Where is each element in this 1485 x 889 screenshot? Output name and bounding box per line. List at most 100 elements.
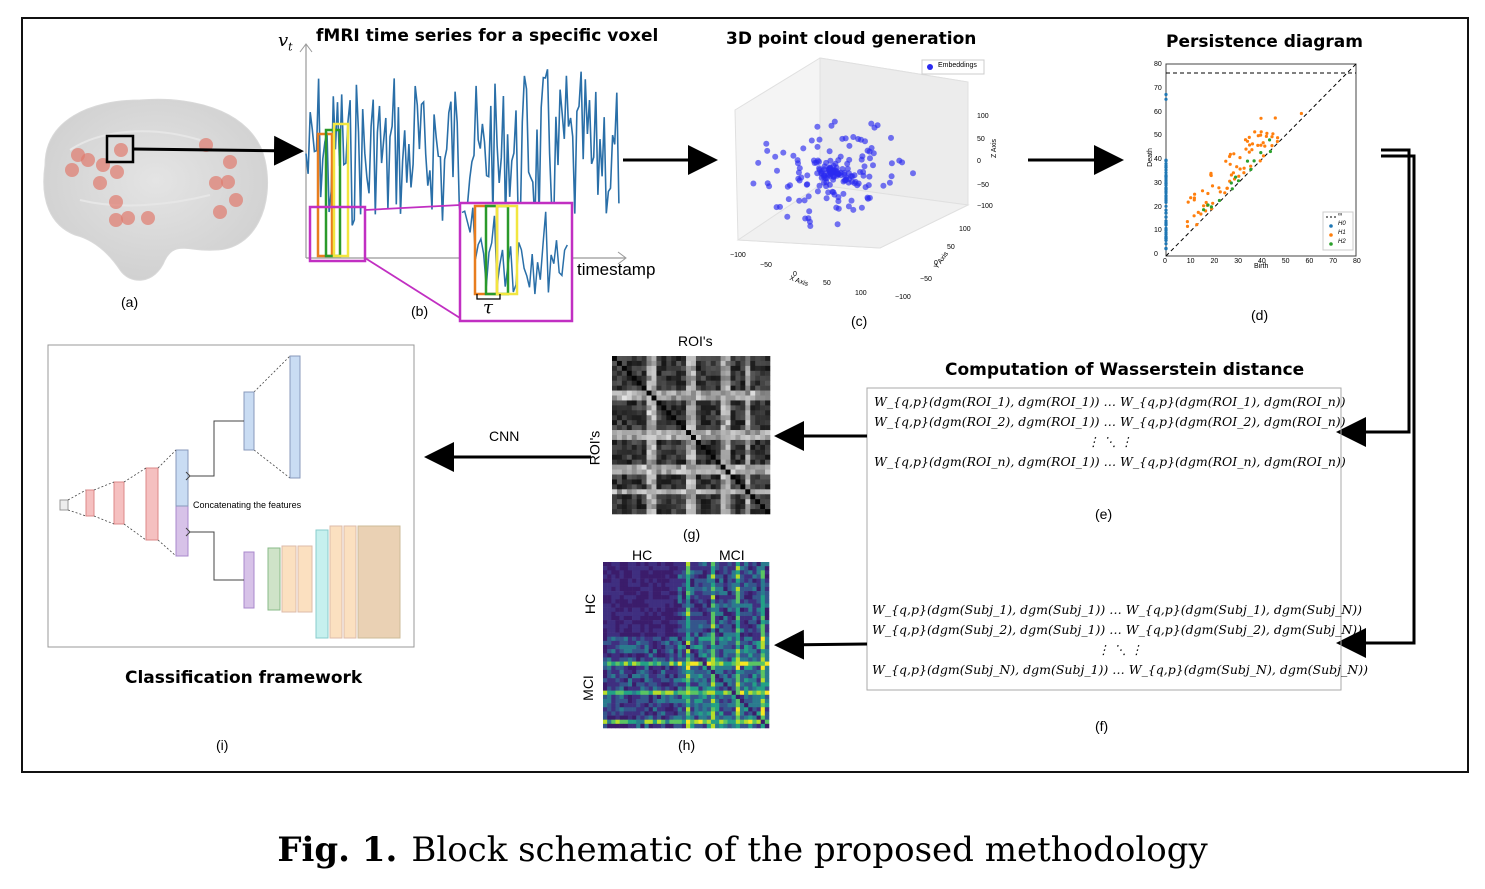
h1-point: [1243, 138, 1248, 142]
cloud-point: [910, 170, 916, 177]
death-axis-label: Death: [1146, 148, 1154, 167]
cloud-point: [828, 171, 835, 177]
cloud-point: [844, 165, 851, 172]
h2-point: [1229, 181, 1233, 185]
cloud-point: [784, 183, 791, 190]
arrow-f-to-h: [774, 629, 868, 660]
h1-point: [1249, 164, 1253, 168]
h1-point: [1271, 132, 1275, 136]
pd-x-tick: 20: [1210, 258, 1219, 265]
h1-point: [1275, 139, 1279, 144]
cloud-point: [823, 159, 830, 166]
pd-x-tick: 70: [1329, 258, 1338, 265]
cloud-point: [880, 182, 887, 189]
z-tick-3d: −100: [977, 203, 993, 210]
tau-label: τ: [483, 297, 493, 318]
h1-point: [1270, 135, 1274, 139]
cloud-point: [834, 221, 841, 228]
cloud-point: [790, 152, 797, 159]
matrix-f-row: ⋮ ⋱ ⋮: [1097, 642, 1143, 657]
cloud-legend: [921, 59, 985, 75]
h2-point: [1249, 167, 1253, 172]
cloud-point: [886, 179, 893, 186]
cloud-point: [857, 169, 863, 175]
cloud-point: [808, 137, 815, 144]
pd-legend-h2: H2: [1338, 239, 1346, 245]
cloud-point: [841, 177, 848, 184]
cloud-point: [888, 173, 895, 180]
h1-point: [1206, 191, 1210, 196]
h1-point: [1217, 186, 1221, 190]
cloud-point: [888, 134, 894, 141]
h1-point: [1264, 134, 1268, 138]
cloud-point: [804, 181, 811, 188]
title-i: Classification framework: [125, 668, 363, 688]
matrix-f-row: W_{q,p}(dgm(Subj_1), dgm(Subj_1)) … W_{q…: [872, 602, 1363, 617]
cloud-point: [814, 157, 821, 164]
h1-point: [1185, 220, 1189, 224]
cloud-point: [855, 180, 862, 187]
h1-point: [1248, 143, 1252, 147]
label-e: (e): [1095, 506, 1113, 522]
h1-point: [1204, 200, 1208, 205]
cloud-point: [833, 204, 840, 211]
h1-point: [1250, 142, 1255, 146]
h1-point: [1237, 174, 1241, 178]
h1-point: [1259, 130, 1263, 134]
roi-dot: [65, 163, 79, 177]
cloud-point: [763, 140, 770, 147]
cloud-point: [794, 157, 801, 164]
h1-point: [1242, 171, 1246, 175]
matrix-e-row: W_{q,p}(dgm(ROI_2), dgm(ROI_1)) … W_{q,p…: [874, 414, 1346, 429]
cloud-point: [816, 165, 823, 172]
zoom-source-box: [308, 205, 367, 263]
h2-point: [1230, 187, 1234, 191]
roi-dot: [223, 155, 237, 169]
cloud-point: [784, 213, 791, 220]
h1-point: [1256, 143, 1260, 147]
h0-point: [1164, 158, 1168, 162]
h1-point: [1193, 192, 1197, 196]
timestamp-axis-label: timestamp: [577, 260, 656, 279]
h1-point: [1189, 196, 1193, 200]
cloud-point: [816, 182, 823, 189]
roi-dot: [213, 205, 227, 219]
h1-point: [1192, 196, 1196, 200]
h1-point: [1196, 210, 1200, 214]
h1-point: [1250, 148, 1254, 152]
h0-point: [1164, 222, 1168, 226]
hc-top-label: HC: [632, 547, 653, 563]
cloud-point: [828, 122, 835, 129]
h0-point: [1164, 171, 1168, 175]
h0-point: [1164, 236, 1168, 240]
cloud-point: [826, 166, 833, 173]
cloud-legend-text: Embeddings: [938, 62, 977, 69]
cloud-point: [780, 149, 787, 156]
roi-dot: [93, 176, 107, 190]
pd-y-tick: 10: [1154, 227, 1162, 235]
classification-network: [47, 344, 415, 648]
pd-y-tick: 80: [1154, 61, 1162, 68]
pd-x-tick: 30: [1234, 258, 1243, 265]
pd-x-tick: 0: [1163, 258, 1167, 265]
h0-point: [1164, 226, 1168, 230]
h2-point: [1245, 159, 1250, 163]
label-h: (h): [678, 737, 696, 753]
cloud-point: [835, 157, 842, 164]
matrix-e-row: W_{q,p}(dgm(ROI_1), dgm(ROI_1)) … W_{q,p…: [874, 394, 1346, 409]
cloud-point: [764, 180, 771, 187]
roi-dot: [109, 195, 123, 209]
roi-dot: [81, 153, 95, 167]
h0-point: [1164, 231, 1168, 235]
matrix-f-row: W_{q,p}(dgm(Subj_N), dgm(Subj_1)) … W_{q…: [872, 662, 1368, 677]
roi-dot: [121, 211, 135, 225]
cloud-point: [850, 134, 857, 140]
h2-point: [1234, 175, 1238, 179]
label-d: (d): [1251, 307, 1269, 323]
flow-arrows-right: [1336, 148, 1416, 658]
pd-y-tick: 50: [1154, 132, 1162, 140]
roi-dot: [114, 143, 128, 157]
x-tick-3d: −100: [730, 252, 746, 259]
cloud-point: [867, 155, 873, 162]
h1-point: [1195, 223, 1199, 227]
